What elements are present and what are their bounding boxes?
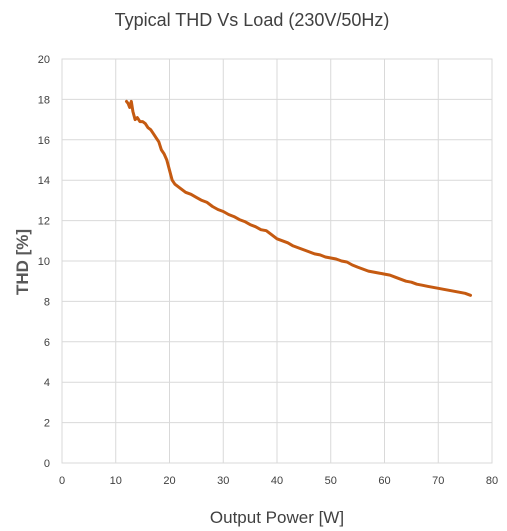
grid xyxy=(61,58,493,464)
x-tick-label: 80 xyxy=(486,475,498,487)
x-tick-label: 70 xyxy=(432,475,444,487)
series-line xyxy=(125,99,472,297)
y-tick-label: 10 xyxy=(38,256,50,268)
plot-area xyxy=(61,58,493,464)
y-tick-label: 14 xyxy=(38,175,50,187)
y-tick-label: 12 xyxy=(38,216,50,228)
x-tick-label: 50 xyxy=(325,475,337,487)
y-tick-label: 18 xyxy=(38,94,50,106)
chart-title: Typical THD Vs Load (230V/50Hz) xyxy=(115,10,390,30)
series-layer xyxy=(125,99,472,297)
y-tick-label: 8 xyxy=(44,296,50,308)
x-axis-label: Output Power [W] xyxy=(210,508,344,527)
y-tick-label: 16 xyxy=(38,135,50,147)
y-axis-label: THD [%] xyxy=(13,229,32,295)
x-tick-label: 20 xyxy=(163,475,175,487)
y-tick-label: 4 xyxy=(44,377,50,389)
y-tick-label: 20 xyxy=(38,54,50,66)
x-tick-label: 40 xyxy=(271,475,283,487)
x-axis-ticks: 0 10 20 30 40 50 60 70 80 xyxy=(59,475,498,487)
y-tick-label: 0 xyxy=(44,458,50,470)
y-tick-label: 2 xyxy=(44,418,50,430)
x-tick-label: 10 xyxy=(110,475,122,487)
x-tick-label: 0 xyxy=(59,475,65,487)
x-tick-label: 60 xyxy=(378,475,390,487)
x-tick-label: 30 xyxy=(217,475,229,487)
y-axis-ticks: 0 2 4 6 8 10 12 14 16 18 20 xyxy=(38,54,50,470)
y-tick-label: 6 xyxy=(44,337,50,349)
